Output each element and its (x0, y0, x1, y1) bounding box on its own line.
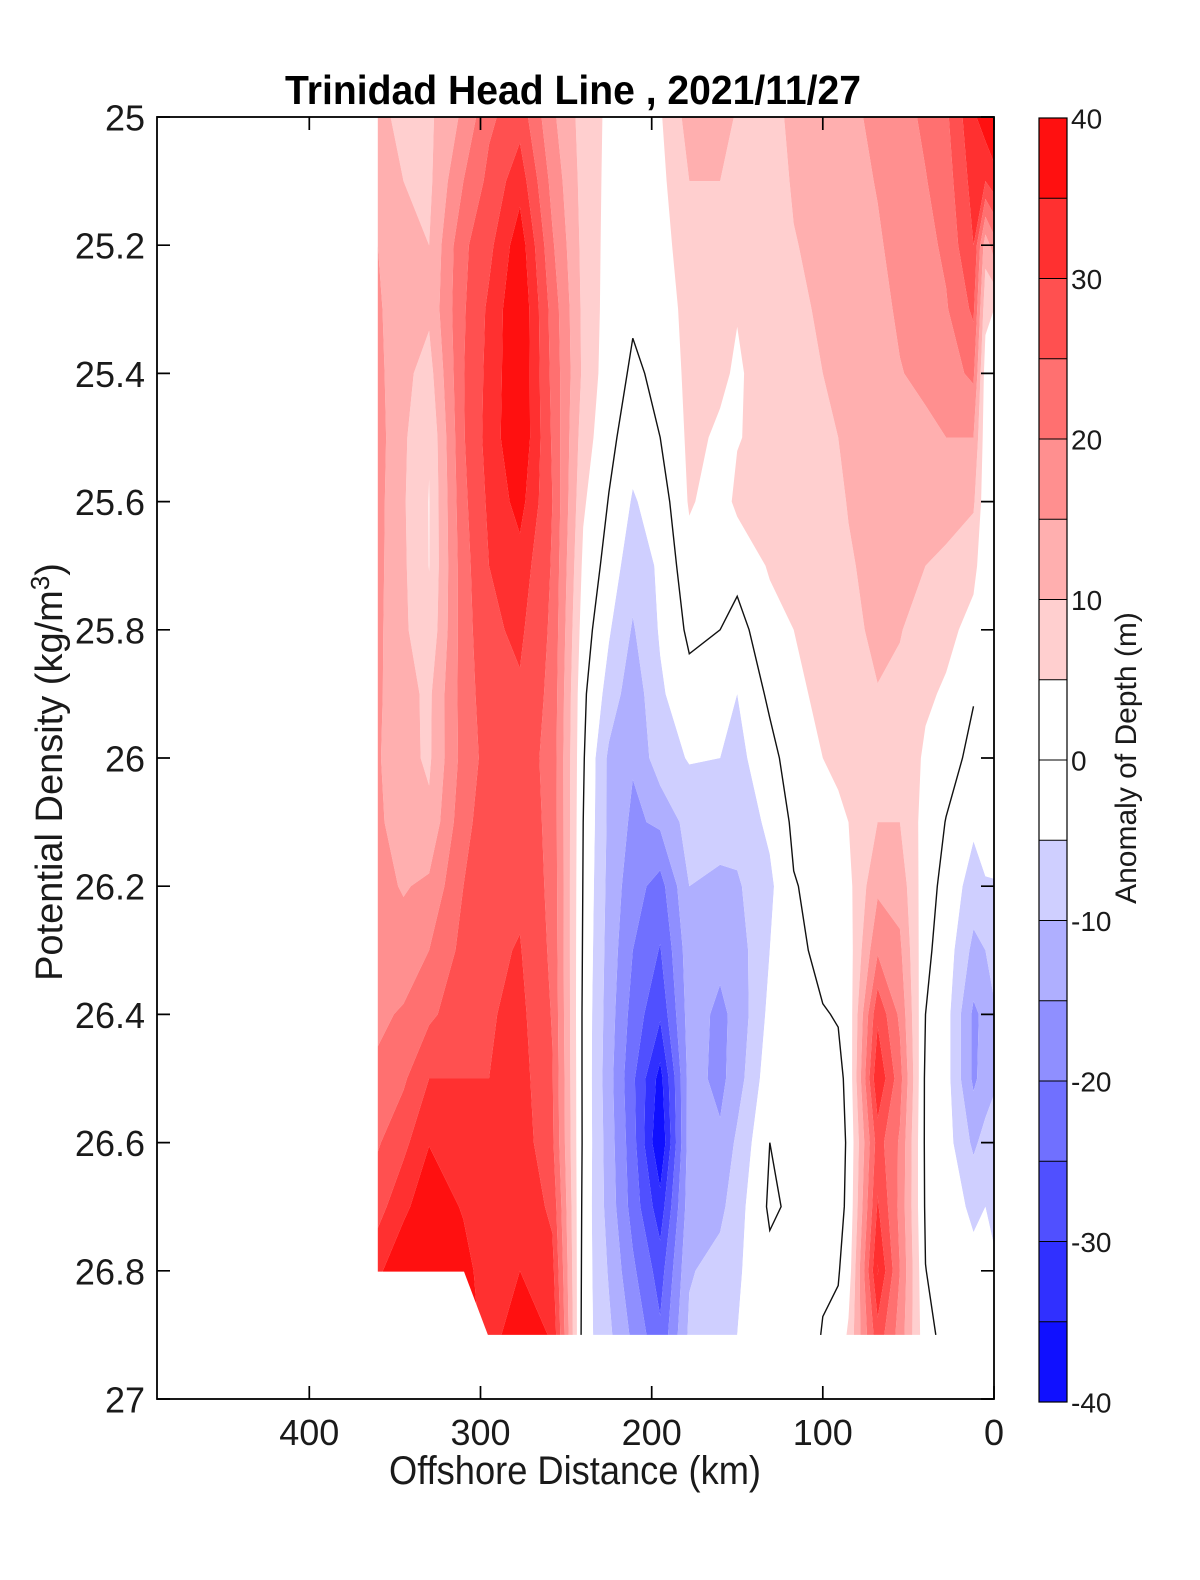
svg-text:25.4: 25.4 (75, 354, 145, 395)
svg-text:Anomaly of Depth (m): Anomaly of Depth (m) (1110, 612, 1143, 904)
svg-text:26.6: 26.6 (75, 1123, 145, 1164)
svg-text:27: 27 (105, 1380, 145, 1421)
svg-text:200: 200 (622, 1412, 682, 1453)
svg-text:Offshore Distance (km): Offshore Distance (km) (389, 1449, 761, 1493)
svg-text:Trinidad Head Line , 2021/11/2: Trinidad Head Line , 2021/11/27 (285, 67, 861, 113)
svg-text:300: 300 (450, 1412, 510, 1453)
svg-text:26.8: 26.8 (75, 1251, 145, 1292)
svg-text:Potential Density (kg/m3): Potential Density (kg/m3) (25, 563, 71, 981)
svg-text:0: 0 (1071, 746, 1087, 777)
svg-text:-10: -10 (1071, 906, 1111, 937)
svg-text:0: 0 (984, 1412, 1004, 1453)
svg-text:26.2: 26.2 (75, 867, 145, 908)
svg-text:25: 25 (105, 98, 145, 139)
svg-text:25.8: 25.8 (75, 610, 145, 651)
svg-text:-40: -40 (1071, 1388, 1111, 1419)
svg-text:20: 20 (1071, 425, 1102, 456)
svg-text:30: 30 (1071, 264, 1102, 295)
svg-text:10: 10 (1071, 585, 1102, 616)
svg-text:26.4: 26.4 (75, 995, 145, 1036)
svg-text:25.6: 25.6 (75, 482, 145, 523)
svg-text:-30: -30 (1071, 1227, 1111, 1258)
svg-text:26: 26 (105, 739, 145, 780)
svg-text:-20: -20 (1071, 1067, 1111, 1098)
svg-text:40: 40 (1071, 104, 1102, 135)
svg-text:400: 400 (279, 1412, 339, 1453)
svg-text:100: 100 (793, 1412, 853, 1453)
svg-text:25.2: 25.2 (75, 226, 145, 267)
